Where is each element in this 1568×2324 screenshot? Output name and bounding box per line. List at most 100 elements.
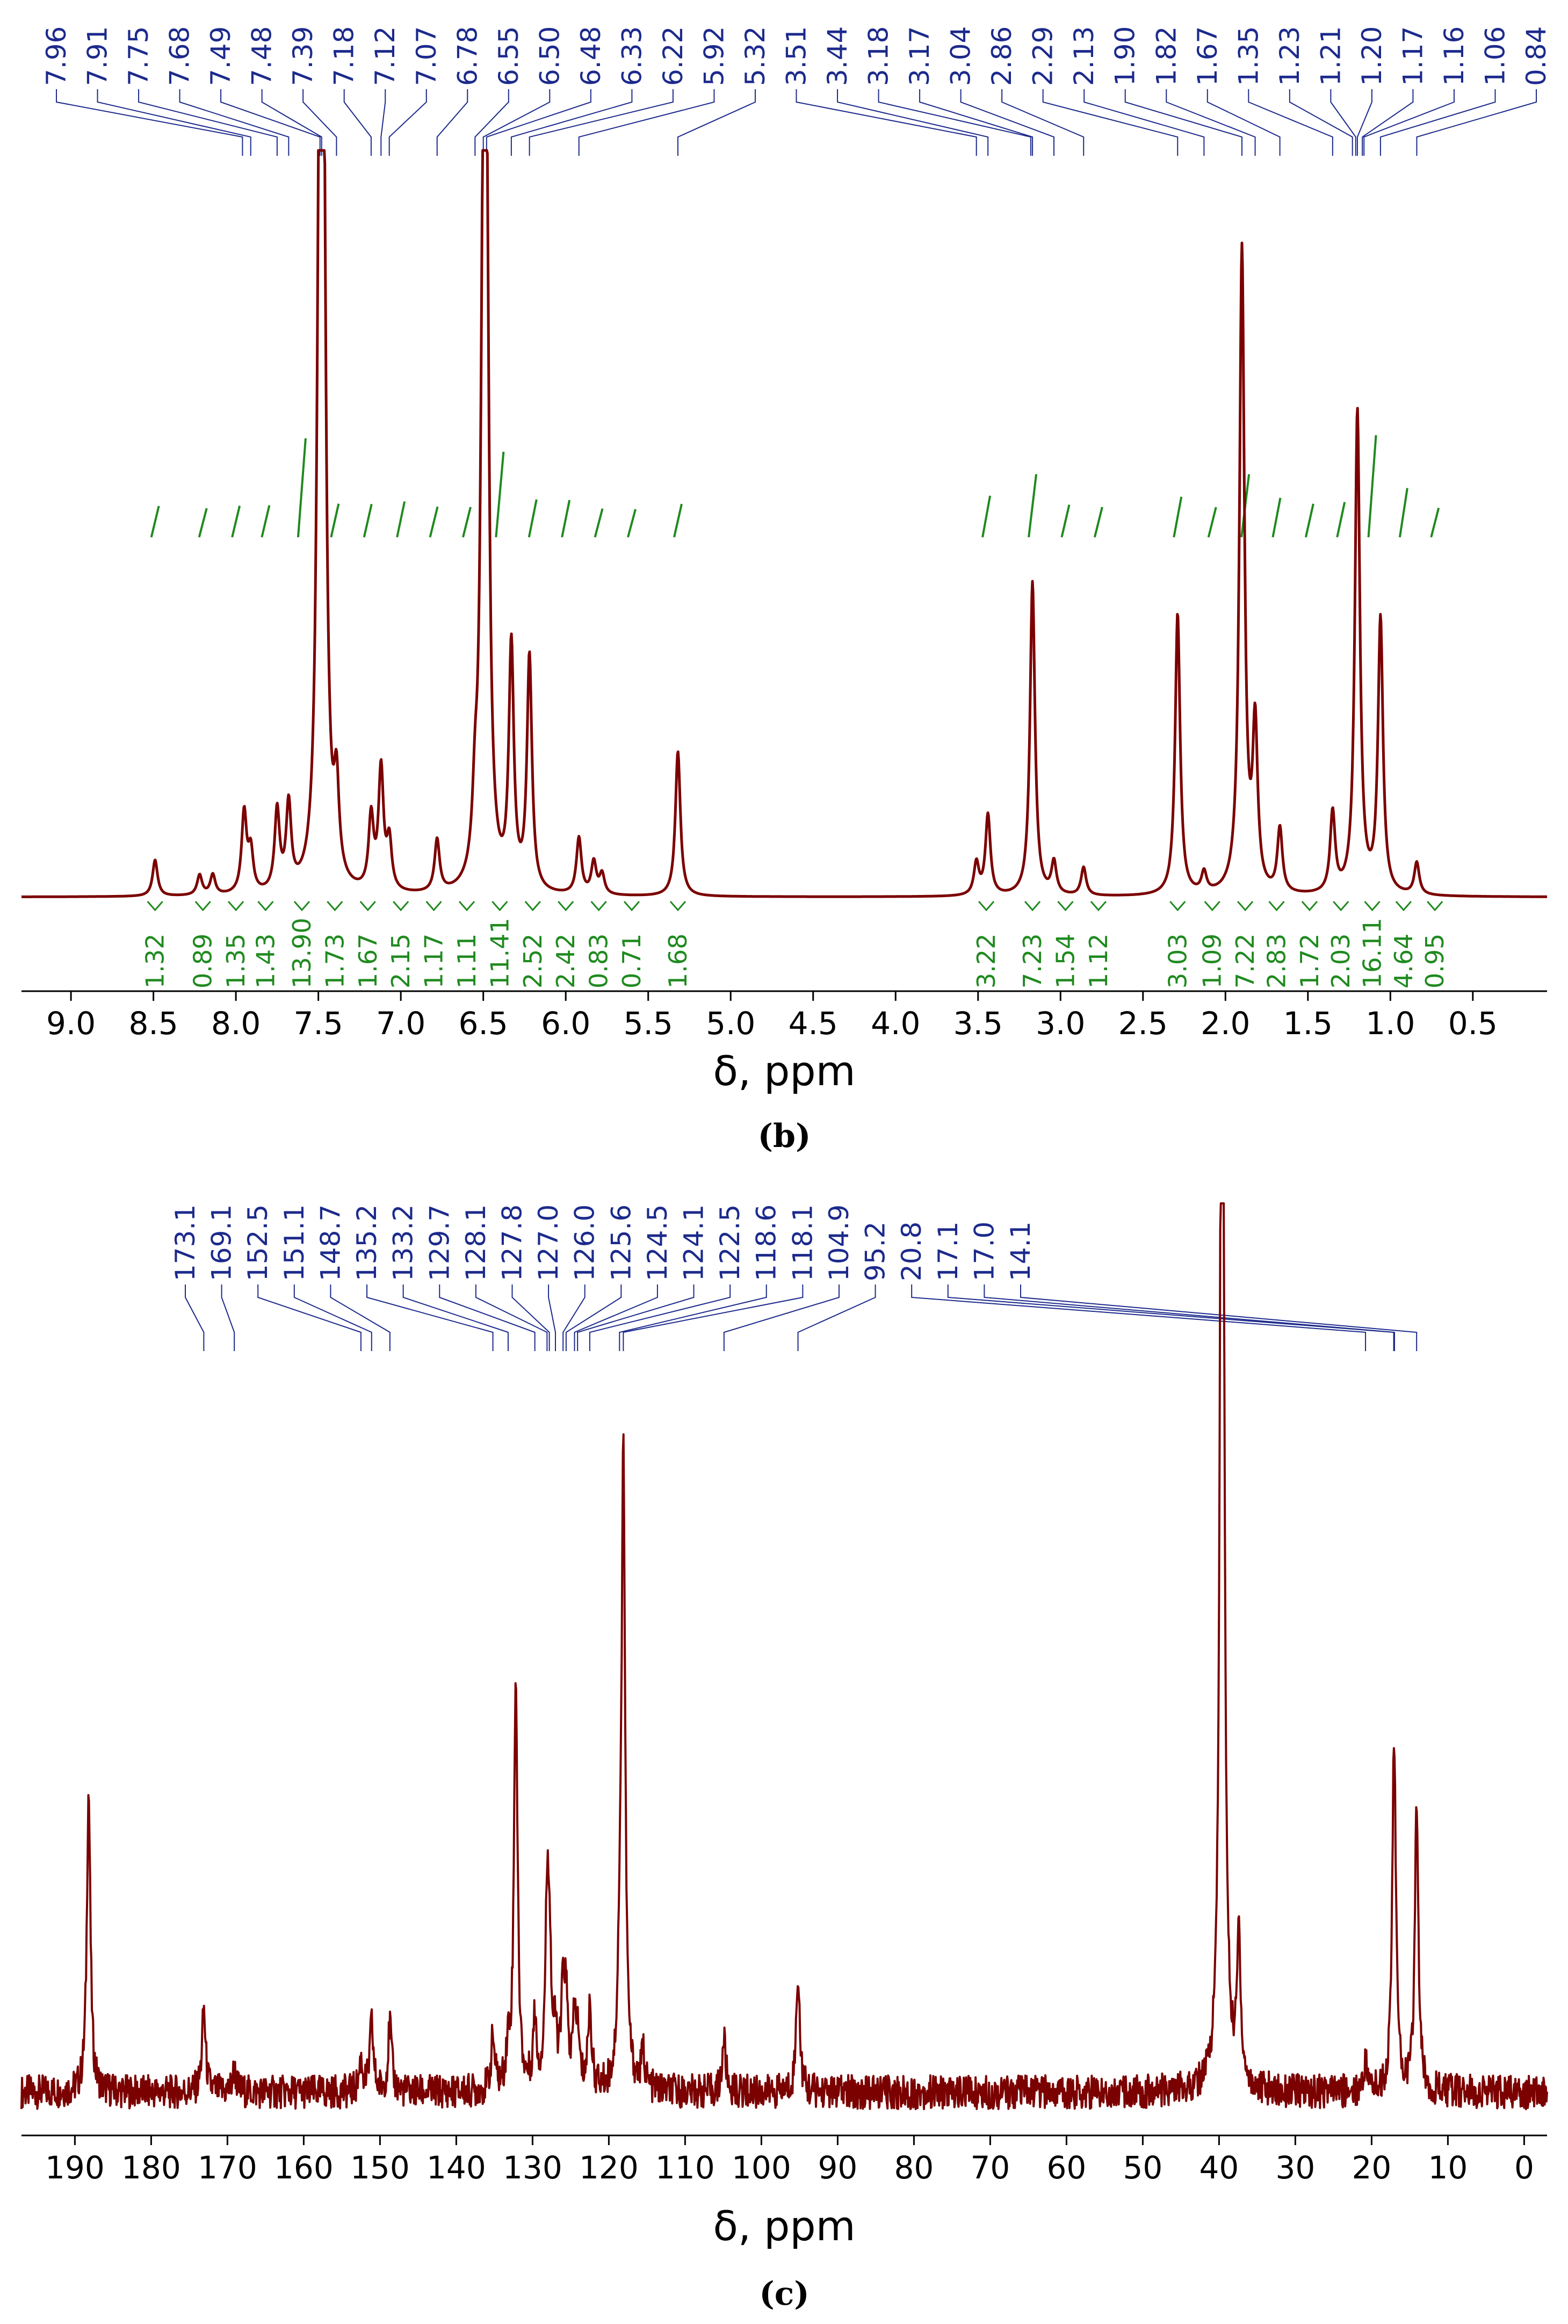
peak-label-connector bbox=[1248, 89, 1333, 156]
integral-bracket bbox=[524, 901, 541, 912]
x-tick-label: 8.0 bbox=[211, 1005, 261, 1042]
integral-bracket bbox=[1090, 901, 1107, 912]
x-tick-label: 130 bbox=[503, 2149, 562, 2186]
integral-label: 2.52 bbox=[518, 934, 547, 988]
x-tick-label: 6.0 bbox=[541, 1005, 590, 1042]
integral-label: 1.32 bbox=[141, 934, 170, 988]
integral-curve bbox=[231, 506, 241, 538]
peak-label: 2.86 bbox=[986, 26, 1017, 86]
integral-curve bbox=[1430, 508, 1440, 538]
peak-label-connector bbox=[677, 89, 756, 156]
integral-bracket bbox=[1268, 901, 1285, 912]
integral-bracket bbox=[293, 901, 310, 912]
integral-label: 1.54 bbox=[1051, 934, 1080, 988]
integral-curve bbox=[261, 505, 271, 538]
peak-label: 6.22 bbox=[657, 26, 689, 86]
x-tick-label: 190 bbox=[45, 2149, 105, 2186]
peak-label: 3.17 bbox=[904, 26, 935, 86]
x-axis-title-c: δ, ppm bbox=[713, 2202, 855, 2250]
peak-label-connector bbox=[574, 1284, 658, 1351]
peak-label: 1.17 bbox=[1397, 26, 1428, 86]
peak-label: 128.1 bbox=[460, 1204, 492, 1281]
integral-label: 0.71 bbox=[617, 934, 646, 988]
x-tick-label: 1.0 bbox=[1365, 1005, 1415, 1042]
integral-label: 2.83 bbox=[1262, 934, 1291, 988]
integral-curve bbox=[150, 506, 160, 538]
peak-label-connector bbox=[1083, 89, 1205, 156]
integral-bracket bbox=[425, 901, 442, 912]
x-axis-title-b: δ, ppm bbox=[713, 1047, 855, 1095]
peak-label-connector bbox=[293, 1284, 372, 1351]
peak-label: 151.1 bbox=[279, 1204, 310, 1281]
peak-label-connector bbox=[302, 89, 337, 156]
x-tick-label: 90 bbox=[818, 2149, 857, 2186]
integral-bracket bbox=[1395, 901, 1412, 912]
x-tick-label: 100 bbox=[732, 2149, 791, 2186]
peak-label: 2.13 bbox=[1068, 26, 1100, 86]
peak-label-connector bbox=[482, 89, 551, 156]
peak-label-connector bbox=[1379, 89, 1496, 156]
peak-label-connector bbox=[475, 1284, 548, 1351]
integral-label: 7.22 bbox=[1231, 934, 1260, 988]
x-tick-label: 0.5 bbox=[1448, 1005, 1498, 1042]
peak-label: 122.5 bbox=[714, 1204, 746, 1281]
x-axis-ticks-b: 9.0 8.5 8.0 7.5 7.0 6.5 6.0 5.5 5.0 4.5 4.0 3.5 3.0 2… bbox=[46, 991, 1498, 1042]
integral-curve bbox=[429, 506, 439, 538]
peak-label-connector bbox=[619, 1284, 767, 1351]
peak-label: 1.16 bbox=[1439, 26, 1470, 86]
peak-label-connector bbox=[474, 89, 509, 156]
peak-label: 152.5 bbox=[242, 1204, 273, 1281]
spectrum-trace-c bbox=[20, 1202, 1548, 2110]
x-tick-label: 5.5 bbox=[624, 1005, 673, 1042]
peak-label-connector bbox=[837, 89, 989, 156]
integral-label: 1.43 bbox=[251, 934, 280, 988]
integral-bracket bbox=[257, 901, 274, 912]
x-tick-label: 180 bbox=[121, 2149, 181, 2186]
integral-label: 1.17 bbox=[420, 934, 449, 988]
spectrum-trace-b bbox=[20, 149, 1548, 898]
integral-curve bbox=[1336, 502, 1346, 538]
peak-label-connector bbox=[589, 1284, 731, 1351]
peak-label-connector bbox=[511, 1284, 550, 1351]
x-tick-label: 7.0 bbox=[376, 1005, 425, 1042]
x-tick-label: 2.5 bbox=[1118, 1005, 1168, 1042]
peak-label-connector bbox=[1356, 89, 1372, 156]
peak-label: 126.0 bbox=[569, 1204, 601, 1281]
peak-label: 3.44 bbox=[822, 26, 853, 86]
peak-label-connector bbox=[1124, 89, 1242, 156]
integral-curve bbox=[1207, 507, 1217, 538]
x-tick-label: 6.5 bbox=[459, 1005, 508, 1042]
peak-label-connector bbox=[797, 1284, 876, 1351]
peak-label: 6.50 bbox=[534, 26, 565, 86]
integral-label: 1.72 bbox=[1295, 934, 1324, 988]
integral-bracket bbox=[147, 901, 163, 912]
peak-label: 135.2 bbox=[351, 1204, 382, 1281]
integral-label: 4.64 bbox=[1389, 934, 1418, 988]
peak-label-connector bbox=[548, 1284, 556, 1351]
peak-label: 17.1 bbox=[933, 1222, 964, 1281]
integral-bracket bbox=[1301, 901, 1318, 912]
peak-label: 133.2 bbox=[388, 1204, 419, 1281]
integral-bracket bbox=[1204, 901, 1220, 912]
peak-label-connector bbox=[577, 1284, 695, 1351]
x-tick-label: 120 bbox=[579, 2149, 639, 2186]
x-tick-label: 110 bbox=[655, 2149, 715, 2186]
peak-label: 7.12 bbox=[370, 26, 401, 86]
x-tick-label: 8.5 bbox=[128, 1005, 178, 1042]
peak-label-connector bbox=[723, 1284, 840, 1351]
integral-bracket bbox=[1169, 901, 1186, 912]
integral-label: 3.03 bbox=[1163, 934, 1192, 988]
peak-label: 148.7 bbox=[315, 1204, 346, 1281]
peak-label: 5.32 bbox=[740, 26, 771, 86]
peak-label-connector bbox=[1416, 89, 1537, 156]
peak-label: 118.6 bbox=[751, 1204, 782, 1281]
peak-label: 17.0 bbox=[969, 1222, 1000, 1281]
integral-curve bbox=[981, 495, 992, 538]
peak-label-connector bbox=[220, 89, 321, 156]
x-tick-label: 20 bbox=[1352, 2149, 1391, 2186]
peak-label: 1.06 bbox=[1479, 26, 1511, 86]
peak-label-connector bbox=[984, 1284, 1395, 1351]
peak-label: 7.18 bbox=[329, 26, 360, 86]
peak-label: 127.0 bbox=[533, 1204, 564, 1281]
integral-bracket bbox=[1237, 901, 1254, 912]
